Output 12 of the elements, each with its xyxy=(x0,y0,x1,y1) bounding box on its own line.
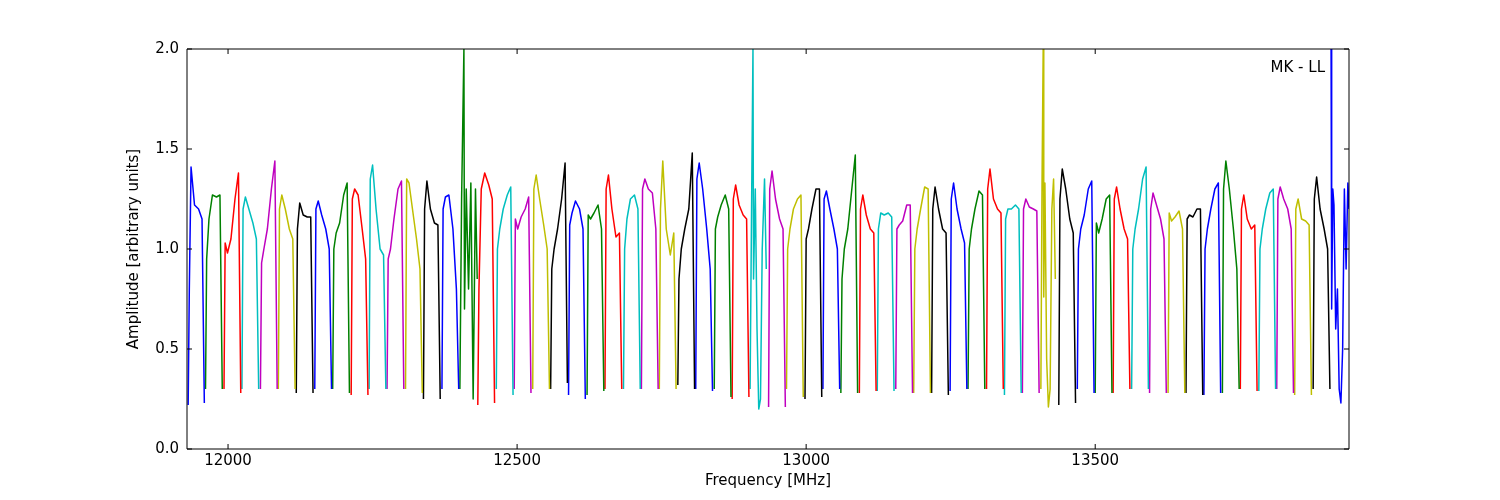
y-tick-label: 1.0 xyxy=(155,238,179,257)
annotation: MK - LL xyxy=(1270,58,1326,77)
y-axis-title: Amplitude [arbitrary units] xyxy=(123,148,142,350)
y-tick-label: 0.0 xyxy=(155,438,179,457)
y-tick-label: 1.5 xyxy=(155,138,179,157)
x-tick-label: 12500 xyxy=(493,450,541,469)
x-tick-label: 13500 xyxy=(1071,450,1120,469)
y-tick-label: 2.0 xyxy=(155,38,179,57)
y-tick-label: 0.5 xyxy=(155,338,179,357)
x-tick-label: 13000 xyxy=(782,450,831,469)
x-axis-title: Frequency [MHz] xyxy=(704,470,832,489)
x-tick-label: 12000 xyxy=(204,450,252,469)
